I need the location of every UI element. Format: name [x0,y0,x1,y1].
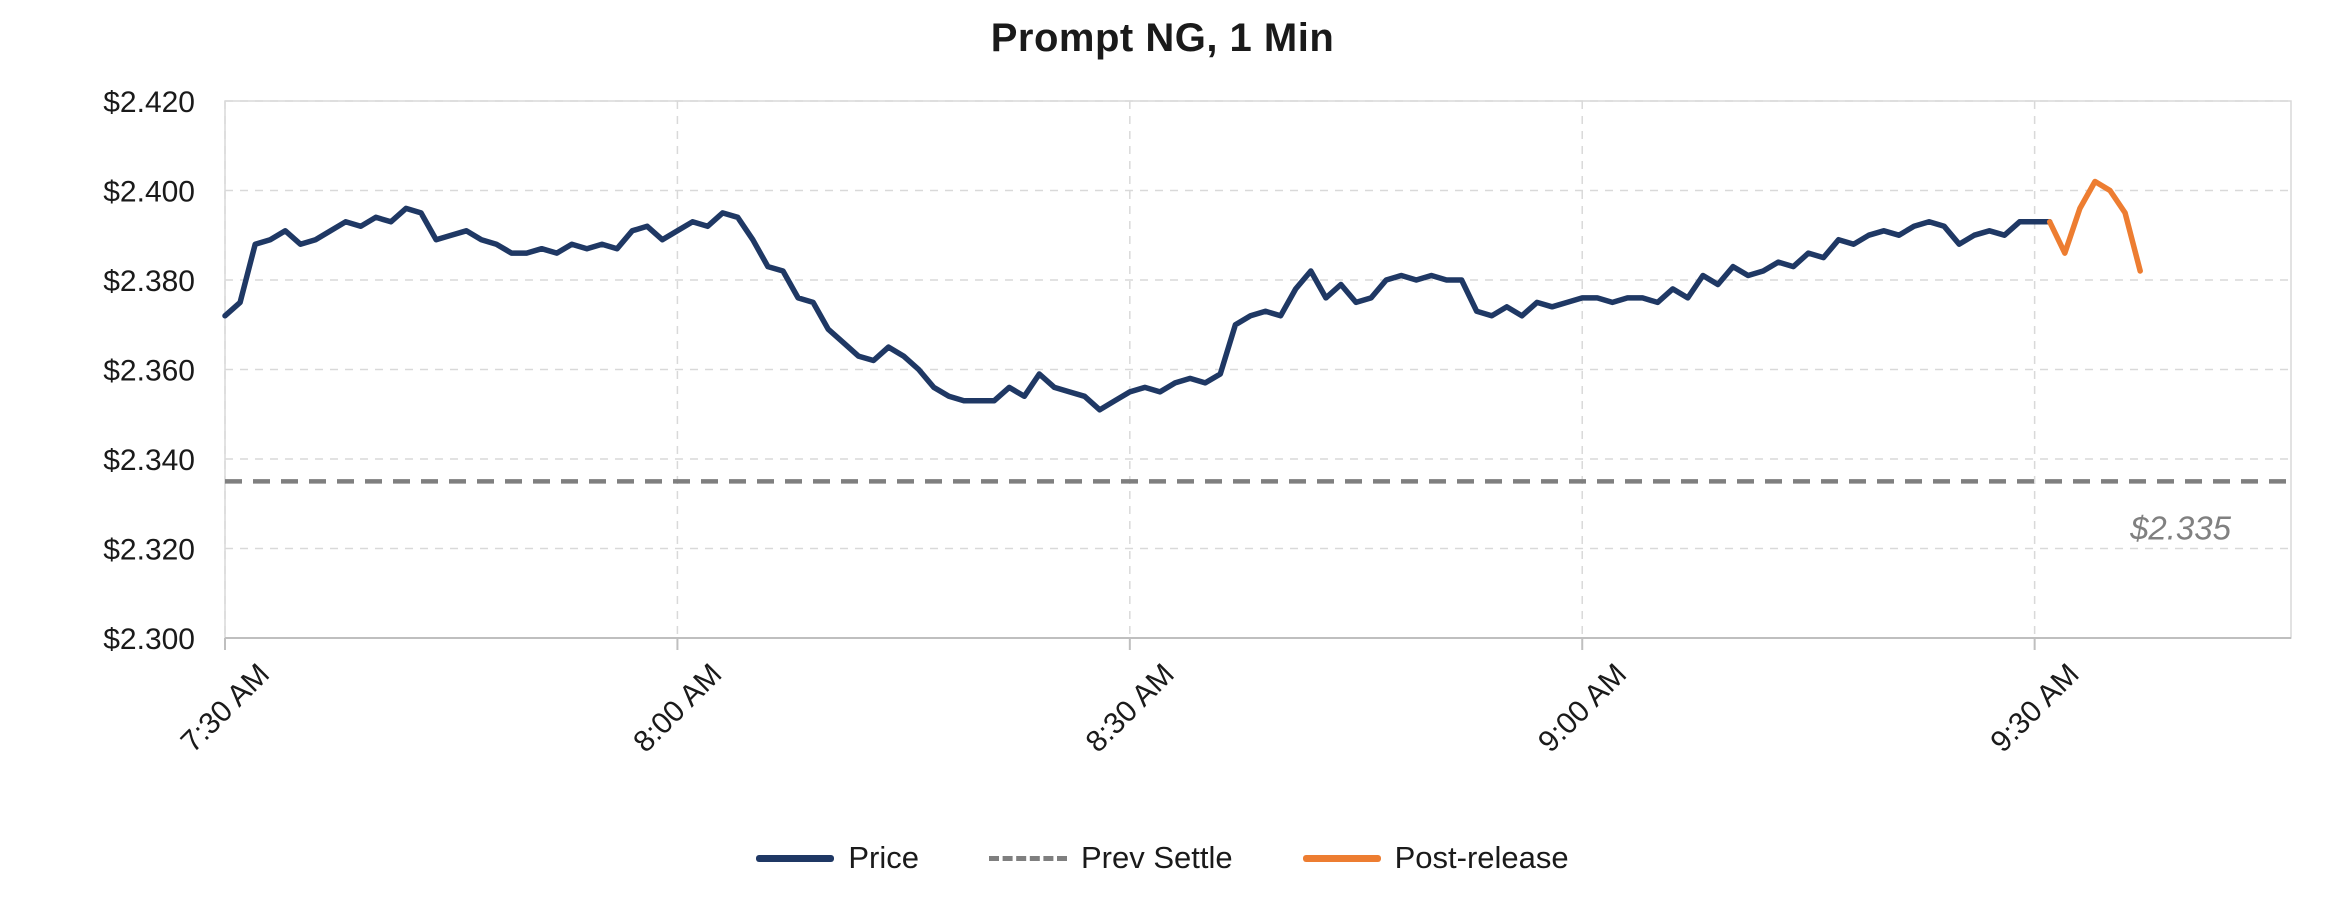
x-axis-tick-label: 9:00 AM [1532,658,1633,759]
legend: Price Prev Settle Post-release [0,840,2325,876]
x-axis-tick-label: 9:30 AM [1984,658,2085,759]
y-axis-tick-label: $2.380 [103,265,195,298]
y-axis-tick-label: $2.300 [103,623,195,656]
price-line-sample [756,854,835,862]
x-axis-tick-label: 8:00 AM [627,658,728,759]
prev-settle-line-sample [988,855,1067,861]
y-axis-tick-label: $2.320 [103,534,195,567]
x-axis-tick-label: 8:30 AM [1080,658,1181,759]
chart-title: Prompt NG, 1 Min [990,16,1335,60]
y-axis-tick-label: $2.400 [103,176,195,209]
legend-item-prev-settle: Prev Settle [988,840,1233,876]
legend-label-prev-settle: Prev Settle [1080,840,1233,875]
y-axis-tick-label: $2.420 [103,86,195,119]
legend-label-post-release: Post-release [1394,840,1569,875]
post-release-line-sample [1302,854,1381,862]
prev-settle-annotation: $2.335 [2129,509,2232,546]
legend-item-price: Price [756,840,919,876]
series-line-post-release [2046,178,2143,274]
series-line-price [222,205,2053,413]
x-axis-tick-label: 7:30 AM [175,658,276,759]
y-axis-tick-label: $2.340 [103,444,195,477]
y-axis-tick-label: $2.360 [103,355,195,388]
legend-item-post-release: Post-release [1302,840,1569,876]
legend-label-price: Price [848,840,919,875]
